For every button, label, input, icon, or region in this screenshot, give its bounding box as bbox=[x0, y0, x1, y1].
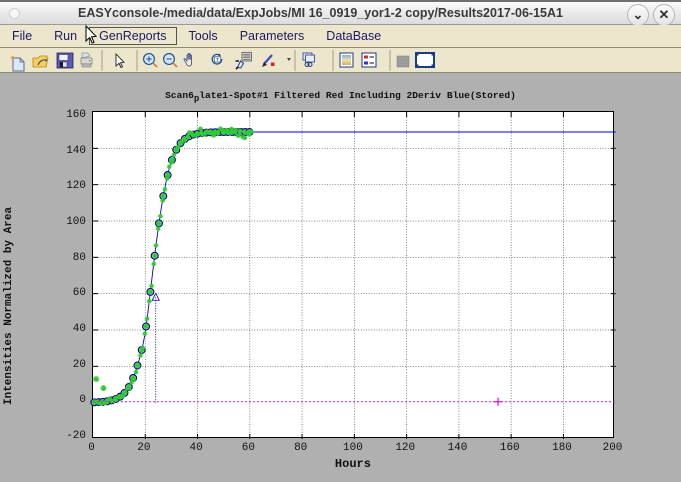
svg-text:T: T bbox=[216, 57, 219, 62]
